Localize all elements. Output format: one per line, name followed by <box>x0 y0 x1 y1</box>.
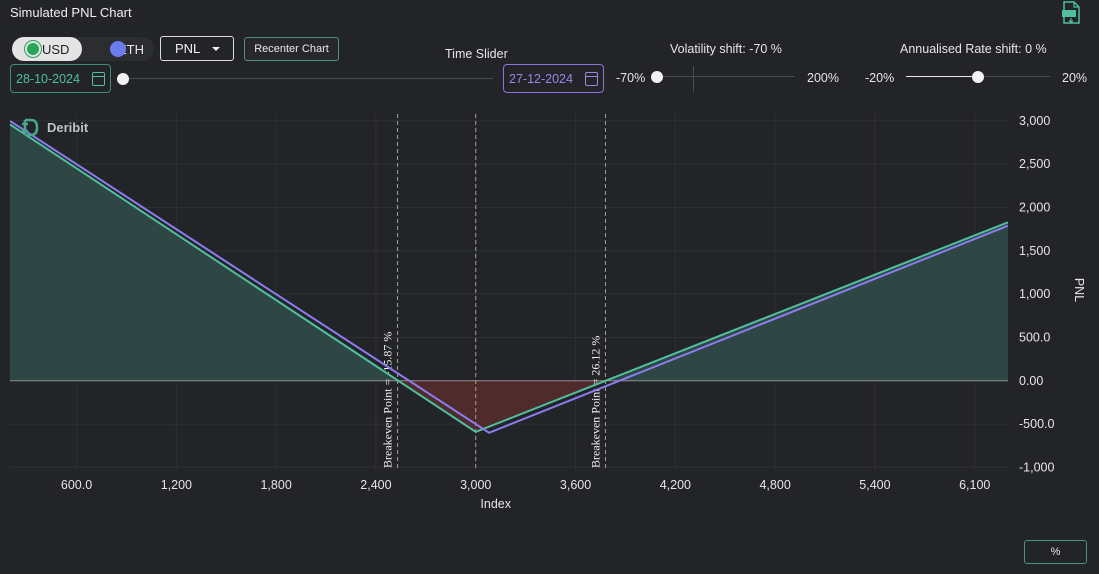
y-axis-label: PNL <box>1072 278 1086 302</box>
deribit-logo-icon <box>22 118 39 137</box>
time-slider-thumb[interactable] <box>117 73 129 85</box>
volatility-slider-track[interactable] <box>657 76 795 77</box>
start-date-value: 28-10-2024 <box>16 71 80 86</box>
x-tick-label: 1,200 <box>161 478 192 492</box>
x-tick-label: 2,400 <box>360 478 391 492</box>
x-tick-label: 4,800 <box>759 478 790 492</box>
time-slider-label: Time Slider <box>445 47 508 61</box>
end-date-value: 27-12-2024 <box>509 71 573 86</box>
y-tick-label: -1,000 <box>1019 460 1054 474</box>
volatility-shift-label: Volatility shift: -70 % <box>670 42 782 56</box>
purple-pnl-line <box>9 120 1009 434</box>
x-tick-label: 600.0 <box>61 478 92 492</box>
time-slider-track[interactable] <box>123 78 493 79</box>
y-tick-label: 2,500 <box>1019 157 1050 171</box>
y-tick-label: 3,000 <box>1019 114 1050 128</box>
y-tick-label: 1,000 <box>1019 287 1050 301</box>
volatility-slider-thumb[interactable] <box>651 71 663 83</box>
x-tick-label: 3,600 <box>560 478 591 492</box>
usd-coin-icon <box>25 41 41 57</box>
rate-slider-fill <box>906 76 978 77</box>
rate-slider-thumb[interactable] <box>972 71 984 83</box>
usd-button[interactable]: USD <box>12 37 82 61</box>
usd-label: USD <box>42 41 70 57</box>
y-tick-label: -500.0 <box>1019 417 1054 431</box>
calendar-icon[interactable] <box>585 72 598 86</box>
start-date-picker[interactable]: 28-10-2024 <box>10 64 111 93</box>
y-tick-label: 1,500 <box>1019 244 1050 258</box>
volatility-min-label: -70% <box>616 71 646 85</box>
y-tick-label: 2,000 <box>1019 201 1050 215</box>
currency-toggle: USD ETH <box>12 37 154 61</box>
percent-toggle-button[interactable]: % <box>1024 540 1087 564</box>
page-title: Simulated PNL Chart <box>10 5 132 20</box>
volatility-max-label: 200% <box>807 71 839 85</box>
rate-shift-label: Annualised Rate shift: 0 % <box>900 42 1047 56</box>
pnl-chart[interactable]: Breakeven Point = -15.87 % Breakeven Poin… <box>0 100 1099 520</box>
volatility-slider-mark <box>693 66 694 92</box>
y-tick-label: 500.0 <box>1019 330 1050 344</box>
metric-select[interactable]: PNL <box>160 36 234 61</box>
deribit-watermark: Deribit <box>47 120 89 135</box>
metric-selected-value: PNL <box>175 41 201 56</box>
x-tick-label: 4,200 <box>660 478 691 492</box>
end-date-picker[interactable]: 27-12-2024 <box>503 64 604 93</box>
eth-button[interactable]: ETH <box>98 37 154 61</box>
x-tick-label: 5,400 <box>859 478 890 492</box>
green-pnl-line <box>9 123 1009 434</box>
x-tick-label: 1,800 <box>260 478 291 492</box>
caret-down-icon <box>212 47 220 51</box>
breakeven-label: Breakeven Point = 26.12 % <box>588 336 602 468</box>
loss-area <box>398 380 606 432</box>
breakeven-label: Breakeven Point = -15.87 % <box>381 332 395 468</box>
x-axis-label: Index <box>480 497 511 511</box>
rate-min-label: -20% <box>865 71 895 85</box>
y-tick-label: 0.00 <box>1019 374 1043 388</box>
x-tick-label: 6,100 <box>959 478 990 492</box>
recenter-chart-button[interactable]: Recenter Chart <box>244 37 339 61</box>
deribit-logo-mark <box>22 118 39 137</box>
x-tick-label: 3,000 <box>460 478 491 492</box>
eth-coin-icon <box>110 41 126 57</box>
calendar-icon[interactable] <box>92 72 105 86</box>
rate-max-label: 20% <box>1062 71 1088 85</box>
csv-export-icon[interactable] <box>1061 1 1081 25</box>
